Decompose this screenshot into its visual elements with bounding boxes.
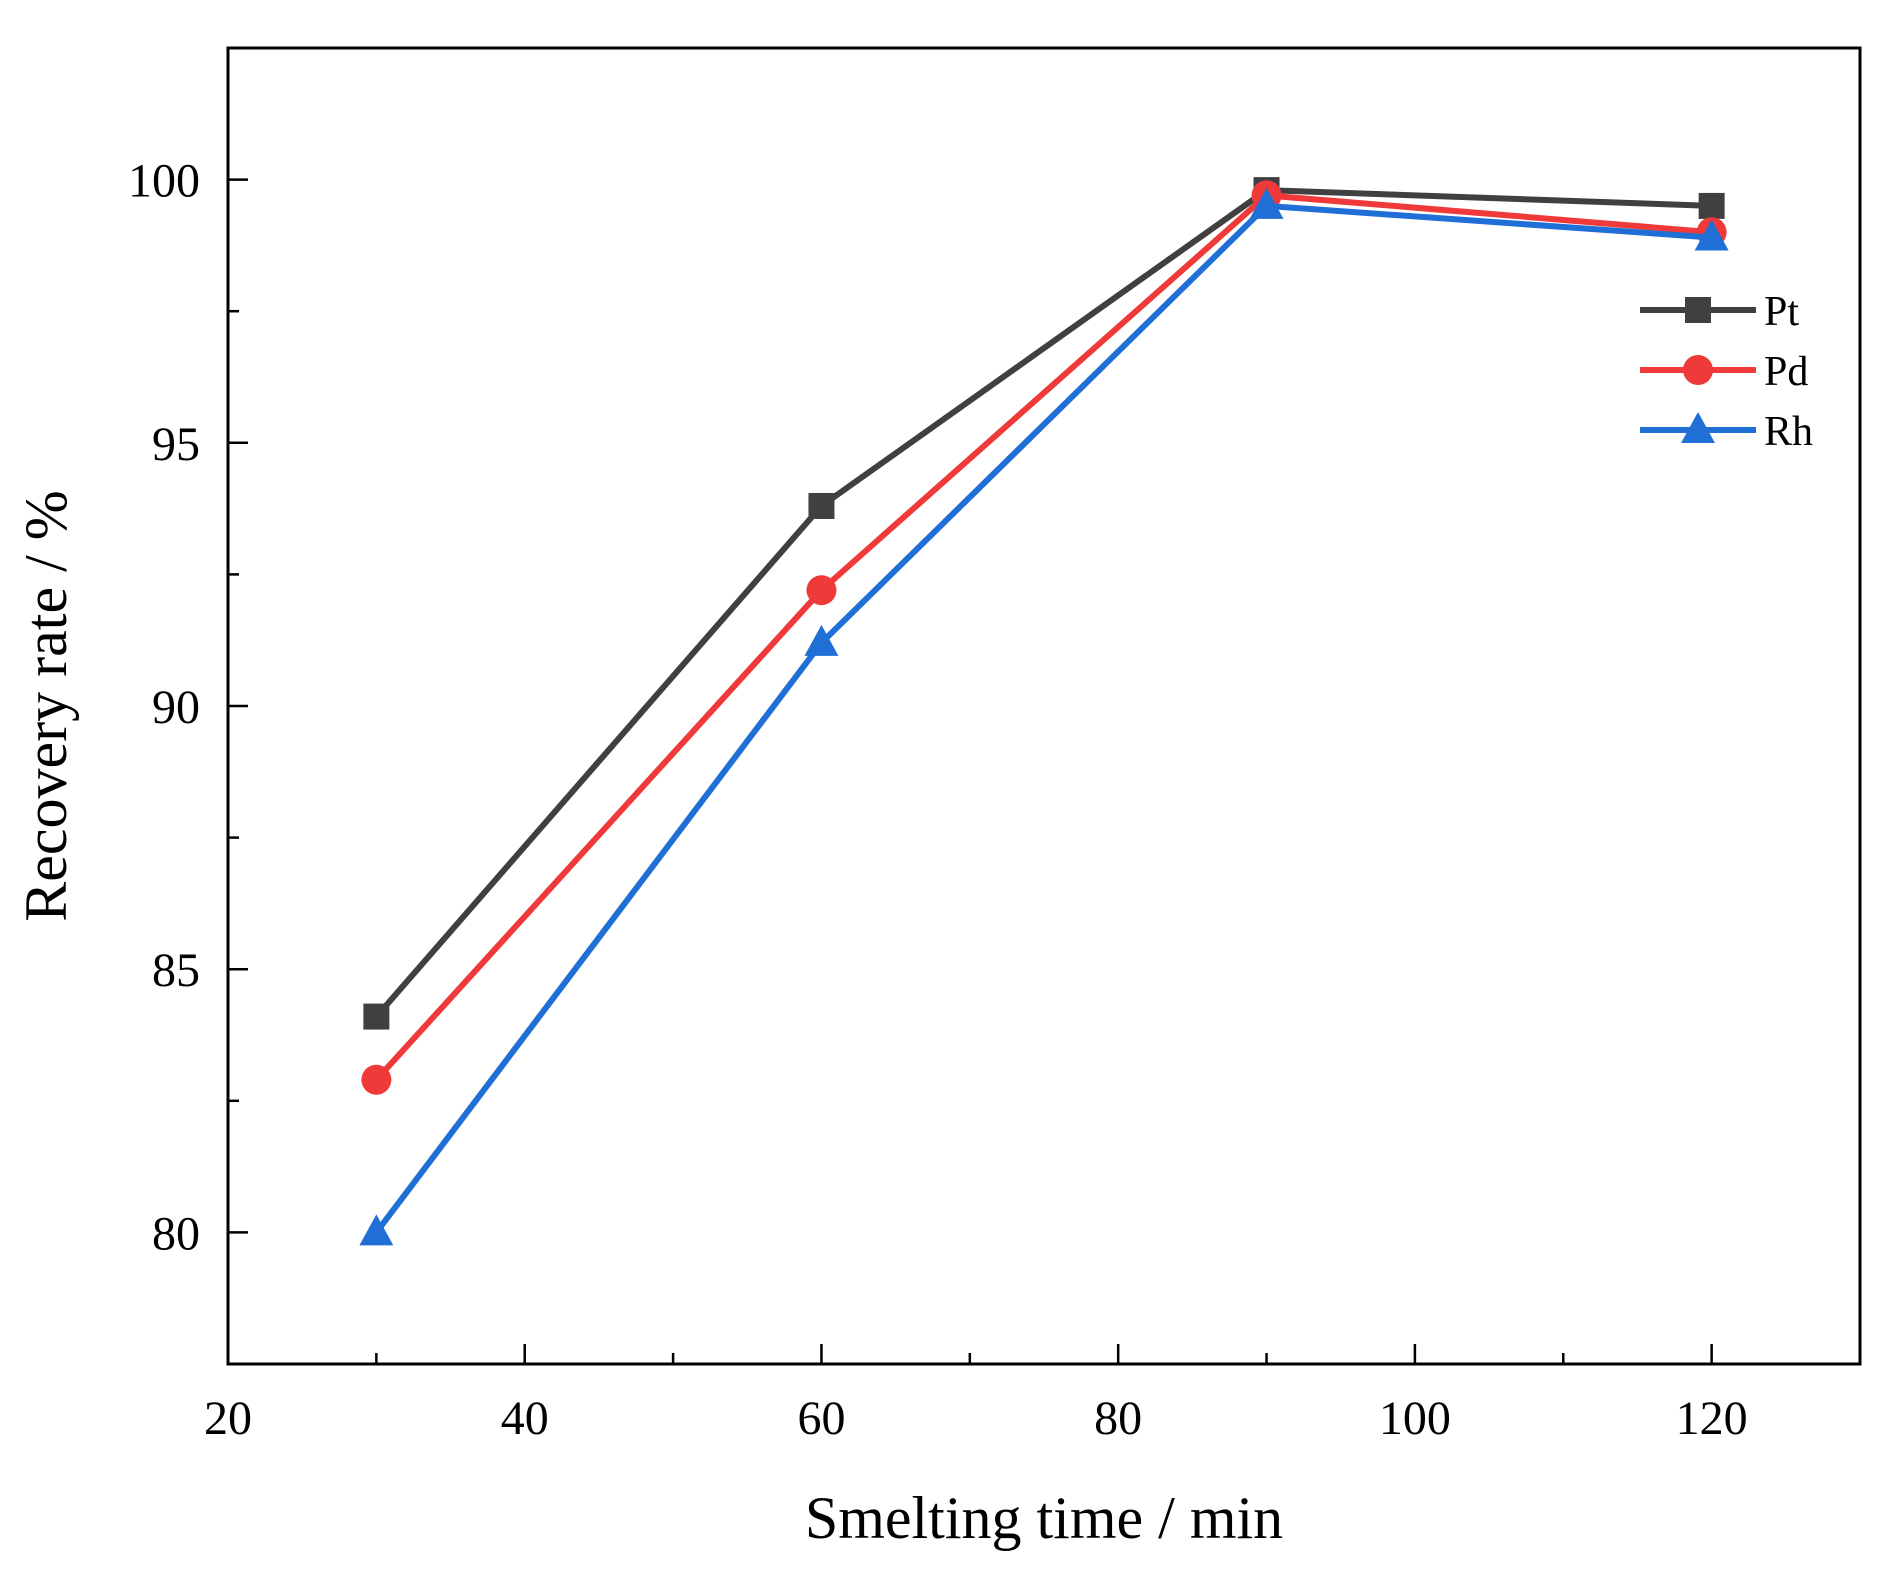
x-tick-label: 100 [1379,1392,1451,1445]
legend-rh-marker [1681,412,1715,443]
legend-pd-marker [1683,355,1713,385]
series-rh-point [1249,187,1284,219]
x-tick-label: 20 [204,1392,252,1445]
x-tick-label: 120 [1676,1392,1748,1445]
legend-pt-label: Pt [1764,289,1799,335]
x-tick-label: 40 [501,1392,549,1445]
x-axis-title: Smelting time / min [805,1485,1283,1551]
legend-pt-marker [1685,297,1711,323]
legend: Pt Pd Rh [1640,289,1813,455]
y-tick-label: 80 [152,1207,200,1260]
series-pt-point [1698,192,1725,219]
y-axis-title: Recovery rate / % [13,490,79,921]
series-rh-point [359,1214,394,1246]
plot-area: 20 40 60 80 100 120 80 85 90 95 100 [128,46,1862,1445]
series-rh-line [373,202,1712,1235]
plot-frame [226,46,1862,1366]
series-rh-point [1694,219,1729,251]
series-rh [359,187,1729,1246]
series-pd-point [806,575,837,606]
legend-item-pd: Pd [1640,349,1808,395]
x-tick-label: 80 [1094,1392,1142,1445]
legend-pd-label: Pd [1764,349,1808,395]
x-tick-label: 60 [797,1392,845,1445]
series-pd-point [361,1064,392,1095]
series-rh-point [804,624,839,656]
series-pt-line [374,187,1712,1019]
series-pd-line [374,192,1712,1082]
legend-item-pt: Pt [1640,289,1799,335]
series-pt-point [363,1003,390,1030]
y-tick-label: 100 [128,155,200,208]
legend-item-rh: Rh [1640,409,1813,455]
legend-rh-label: Rh [1764,409,1813,455]
series-pt [363,177,1725,1030]
series-pd [361,180,1727,1095]
y-tick-label: 85 [152,944,200,997]
series-pt-point [808,492,835,519]
y-tick-label: 95 [152,418,200,471]
y-tick-label: 90 [152,681,200,734]
